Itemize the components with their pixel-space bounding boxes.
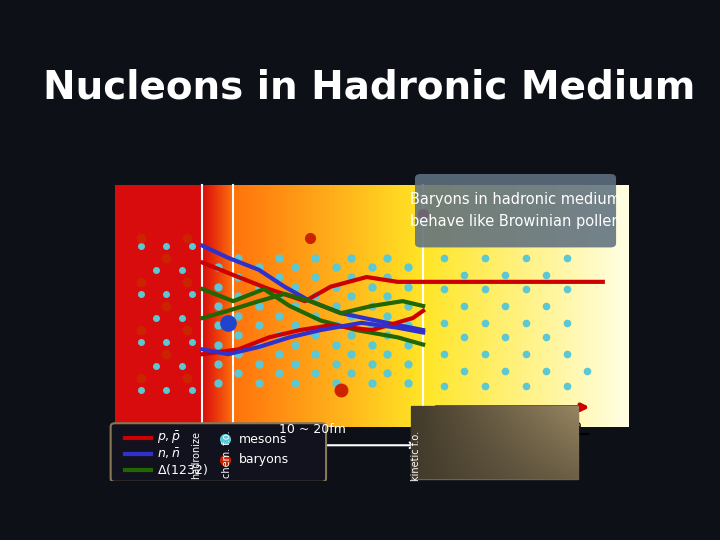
Text: time: time xyxy=(547,420,582,434)
Text: Baryons in hadronic medium
behave like Browinian pollen: Baryons in hadronic medium behave like B… xyxy=(410,192,621,230)
Text: Nucleons in Hadronic Medium: Nucleons in Hadronic Medium xyxy=(42,69,696,107)
Text: chem. f.o.: chem. f.o. xyxy=(222,431,232,478)
Text: $p, \bar{p}$: $p, \bar{p}$ xyxy=(157,430,181,447)
Text: 10 ~ 20fm: 10 ~ 20fm xyxy=(279,423,346,436)
FancyBboxPatch shape xyxy=(411,406,578,478)
Text: $n, \bar{n}$: $n, \bar{n}$ xyxy=(157,447,181,461)
FancyBboxPatch shape xyxy=(111,423,326,482)
FancyBboxPatch shape xyxy=(415,174,616,247)
Text: mesons: mesons xyxy=(239,433,287,446)
Text: $\Delta(1232)$: $\Delta(1232)$ xyxy=(157,462,208,477)
Text: kinetic f.o.: kinetic f.o. xyxy=(411,431,421,481)
Text: baryons: baryons xyxy=(239,453,289,467)
Text: hadronize: hadronize xyxy=(191,431,201,478)
